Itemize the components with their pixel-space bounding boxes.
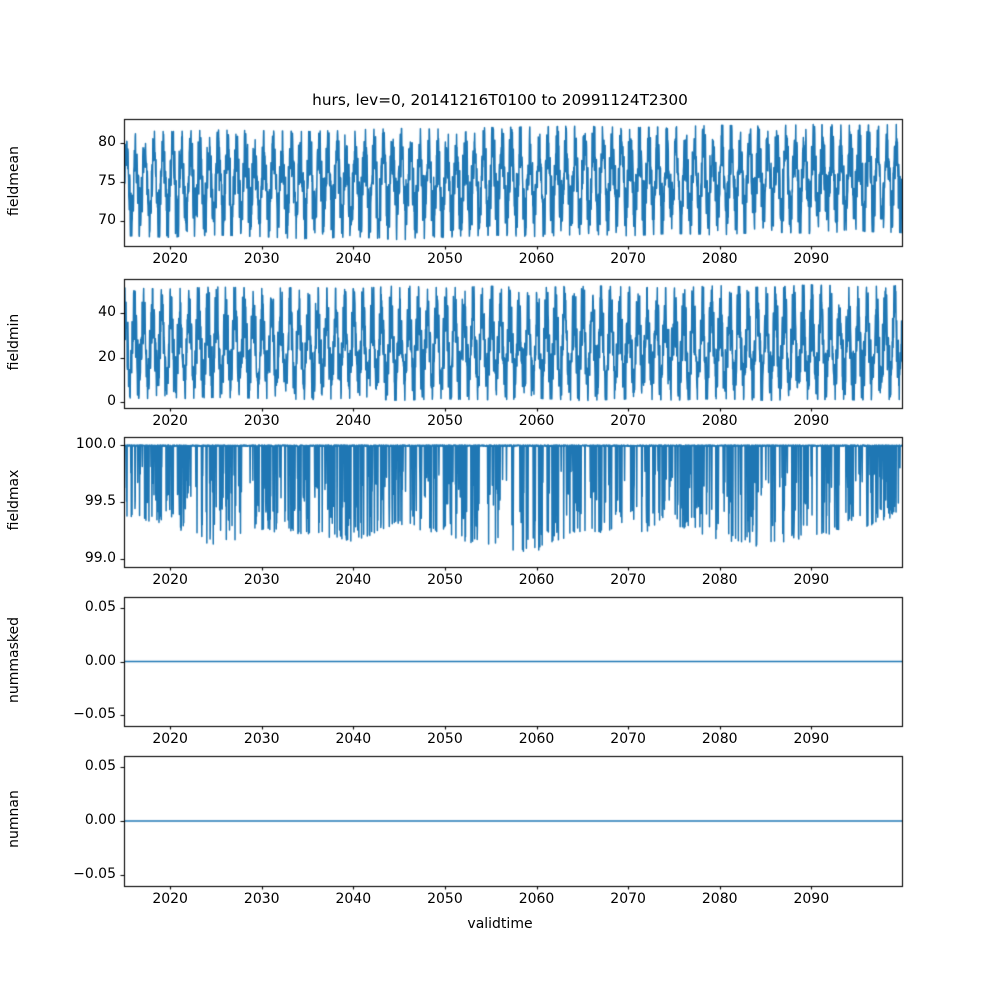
xtick-label-p2-2: 2040: [335, 572, 372, 588]
xtick-label-p4-4: 2060: [518, 891, 555, 907]
ytick-label-p4-1: 0.00: [84, 812, 116, 828]
ytick-label-p0-1: 75: [98, 172, 116, 189]
ylabel-fieldmin: fieldmin: [6, 313, 22, 370]
xtick-label-p0-7: 2090: [793, 251, 830, 267]
xtick-label-p0-5: 2070: [610, 251, 646, 267]
ytick-label-p1-1: 20: [98, 348, 116, 365]
xtick-label-p2-5: 2070: [610, 572, 646, 588]
xtick-label-p1-5: 2070: [610, 413, 646, 429]
xtick-label-p4-3: 2050: [427, 891, 463, 907]
xtick-label-p2-3: 2050: [427, 572, 463, 588]
ytick-label-p2-1: 99.5: [84, 493, 116, 509]
ytick-label-p3-1: 0.00: [84, 652, 116, 669]
figure-title: hurs, lev=0, 20141216T0100 to 20991124T2…: [312, 91, 688, 109]
ytick-label-p4-0: −0.05: [73, 866, 116, 883]
ytick-label-p2-2: 100.0: [75, 435, 116, 452]
xtick-label-p1-7: 2090: [793, 413, 830, 429]
ytick-label-p0-2: 80: [98, 133, 116, 150]
xtick-label-p2-0: 2020: [152, 572, 188, 588]
xtick-label-p0-2: 2040: [335, 251, 372, 267]
xtick-label-p4-1: 2030: [243, 891, 280, 907]
xtick-label-p0-1: 2030: [243, 251, 280, 267]
ytick-label-p0-0: 70: [98, 211, 116, 228]
xtick-label-p1-3: 2050: [427, 413, 463, 429]
xtick-label-p1-4: 2060: [518, 413, 555, 429]
xtick-label-p1-1: 2030: [243, 413, 280, 429]
xtick-label-p4-2: 2040: [335, 891, 372, 907]
xtick-label-p2-6: 2080: [701, 572, 738, 588]
xtick-label-p2-7: 2090: [793, 572, 830, 588]
xtick-label-p3-0: 2020: [152, 731, 188, 747]
xtick-label-p0-3: 2050: [427, 251, 463, 267]
ytick-label-p4-2: 0.05: [84, 757, 116, 774]
ytick-label-p3-0: −0.05: [73, 706, 116, 723]
xtick-label-p3-7: 2090: [793, 731, 830, 747]
ytick-label-p1-0: 0: [107, 393, 116, 410]
xtick-label-p2-4: 2060: [518, 572, 555, 588]
xlabel-validtime: validtime: [467, 916, 533, 932]
ylabel-fieldmax: fieldmax: [6, 469, 22, 531]
ylabel-nummasked: nummasked: [6, 616, 22, 703]
ytick-label-p1-2: 40: [98, 303, 116, 320]
xtick-label-p3-5: 2070: [610, 731, 646, 747]
ylabel-numnan: numnan: [6, 790, 22, 848]
ylabel-fieldmean: fieldmean: [6, 145, 22, 216]
xtick-label-p3-4: 2060: [518, 731, 555, 747]
xtick-label-p1-6: 2080: [701, 413, 738, 429]
xtick-label-p0-6: 2080: [701, 251, 738, 267]
xtick-label-p0-4: 2060: [518, 251, 555, 267]
xtick-label-p3-3: 2050: [427, 731, 463, 747]
xtick-label-p0-0: 2020: [152, 251, 188, 267]
ytick-label-p2-0: 99.0: [84, 550, 116, 567]
ytick-label-p3-2: 0.05: [84, 598, 116, 615]
xtick-label-p1-0: 2020: [152, 413, 188, 429]
xtick-label-p1-2: 2040: [335, 413, 372, 429]
xtick-label-p3-2: 2040: [335, 731, 372, 747]
xtick-label-p4-5: 2070: [610, 891, 646, 907]
xtick-label-p3-1: 2030: [243, 731, 280, 747]
xtick-label-p4-7: 2090: [793, 891, 830, 907]
xtick-label-p4-6: 2080: [701, 891, 738, 907]
xtick-label-p4-0: 2020: [152, 891, 188, 907]
xtick-label-p2-1: 2030: [243, 572, 280, 588]
xtick-label-p3-6: 2080: [701, 731, 738, 747]
